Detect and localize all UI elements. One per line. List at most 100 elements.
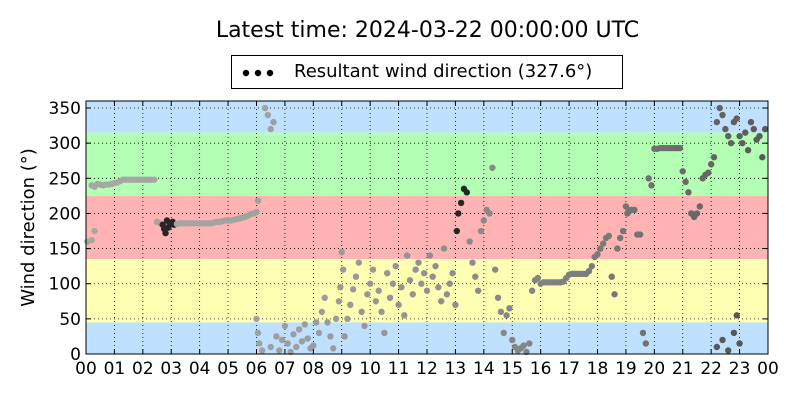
y-tick-label: 150 — [49, 240, 81, 260]
data-point — [474, 287, 482, 294]
data-point — [492, 266, 499, 273]
data-point — [693, 210, 701, 217]
data-point — [270, 118, 277, 126]
data-point — [276, 347, 283, 354]
data-point — [358, 308, 365, 316]
x-tick-label: 22 — [700, 359, 722, 379]
x-tick-label: 00 — [75, 359, 97, 379]
data-point — [597, 245, 604, 252]
data-point — [619, 227, 627, 235]
direction-band-3 — [86, 132, 768, 196]
data-point — [327, 333, 334, 340]
x-tick-label: 09 — [331, 359, 353, 379]
data-point — [432, 262, 439, 270]
x-tick-label: 14 — [473, 359, 495, 379]
x-tick-label: 18 — [587, 359, 609, 379]
x-tick-label: 23 — [729, 359, 751, 379]
x-tick-label: 10 — [359, 359, 381, 379]
data-point — [386, 294, 394, 301]
data-point — [298, 338, 306, 345]
data-point — [676, 144, 684, 152]
data-point — [494, 294, 502, 301]
data-point — [696, 203, 703, 210]
y-tick-label: 50 — [59, 310, 81, 330]
data-point — [523, 348, 530, 356]
data-point — [318, 308, 326, 316]
data-point — [293, 343, 300, 351]
data-point — [733, 115, 740, 122]
y-tick-label: 100 — [49, 275, 81, 295]
data-point — [716, 104, 723, 112]
data-point — [707, 161, 715, 168]
data-point — [420, 269, 428, 277]
x-tick-label: 19 — [615, 359, 637, 379]
x-tick-label: 16 — [530, 359, 552, 379]
data-point — [719, 111, 726, 119]
data-point — [449, 269, 456, 277]
data-point — [725, 347, 732, 354]
data-point — [710, 154, 718, 161]
data-point — [605, 232, 613, 240]
data-point — [426, 252, 434, 259]
data-point — [480, 217, 488, 224]
data-point — [355, 259, 362, 266]
data-point — [389, 280, 397, 287]
data-point — [506, 305, 513, 312]
data-point — [617, 234, 624, 242]
data-point — [375, 287, 382, 294]
data-point — [253, 208, 260, 216]
data-point — [364, 291, 371, 298]
data-point — [642, 340, 650, 347]
data-point — [727, 139, 735, 147]
x-tick-label: 08 — [303, 359, 325, 379]
data-point — [639, 329, 647, 337]
data-point — [742, 129, 749, 136]
data-point — [409, 291, 416, 298]
data-point — [338, 248, 345, 256]
data-point — [739, 139, 746, 147]
x-tick-label: 17 — [558, 359, 580, 379]
y-tick-label: 200 — [49, 204, 81, 224]
data-point — [440, 245, 448, 252]
data-point — [151, 176, 158, 183]
y-axis-label: Wind direction (°) — [18, 148, 39, 307]
y-tick-label: 250 — [49, 169, 81, 189]
data-point — [418, 280, 425, 287]
data-point — [588, 262, 596, 270]
data-point — [378, 308, 385, 316]
data-point — [295, 326, 303, 333]
data-point — [733, 312, 740, 319]
data-point — [315, 329, 323, 337]
data-point — [520, 342, 527, 349]
x-tick-label: 05 — [217, 359, 239, 379]
data-point — [614, 245, 621, 252]
data-point — [679, 168, 686, 175]
legend: Resultant wind direction (327.6°) — [231, 55, 623, 89]
data-point — [264, 111, 272, 119]
data-point — [256, 340, 263, 347]
data-point — [284, 340, 291, 347]
data-point — [756, 132, 763, 140]
data-point — [330, 345, 337, 352]
y-tick-label: 0 — [70, 345, 81, 365]
x-tick-label: 15 — [501, 359, 523, 379]
legend-dot — [266, 69, 274, 77]
x-tick-label: 02 — [132, 359, 154, 379]
data-point — [744, 146, 752, 154]
data-point — [455, 210, 462, 217]
data-point — [258, 347, 266, 354]
data-point — [713, 343, 721, 351]
data-point — [384, 269, 391, 277]
data-point — [349, 286, 357, 293]
data-point — [463, 189, 470, 196]
y-tick-label: 350 — [49, 99, 81, 119]
data-point — [685, 189, 692, 196]
data-point — [486, 210, 493, 217]
x-tick-label: 00 — [757, 359, 779, 379]
x-tick-label: 13 — [445, 359, 467, 379]
x-tick-label: 03 — [160, 359, 182, 379]
legend-marker-icon — [242, 69, 274, 77]
points-layer — [84, 104, 769, 356]
data-point — [344, 315, 351, 323]
